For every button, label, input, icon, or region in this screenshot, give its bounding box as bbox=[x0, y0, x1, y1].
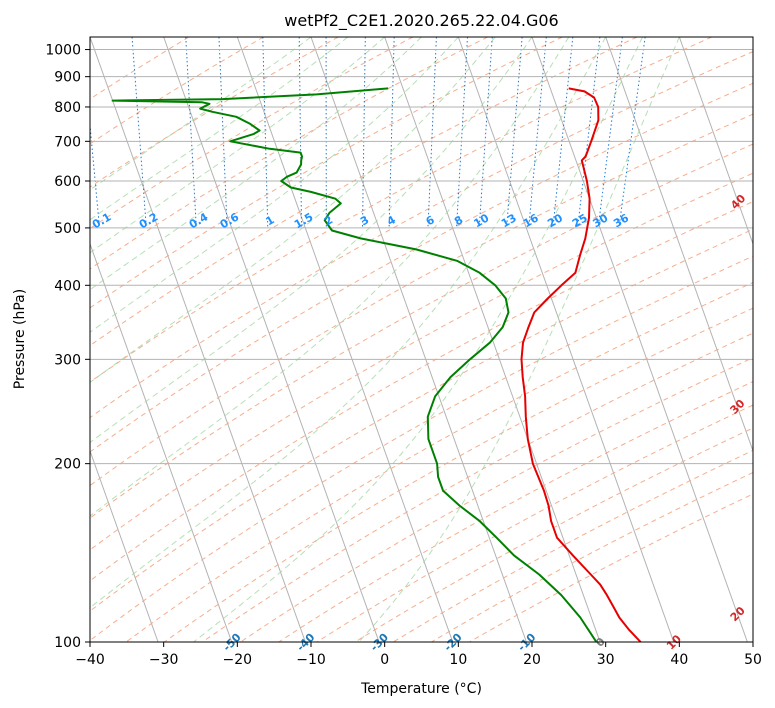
y-tick-label: 200 bbox=[54, 457, 81, 473]
mixing-ratio-line bbox=[577, 37, 601, 228]
mixing-ratio-line bbox=[218, 37, 228, 228]
moist-adiabat-line bbox=[193, 37, 643, 642]
dry-adiabat-line bbox=[90, 113, 753, 487]
dry-adiabat-line bbox=[240, 357, 753, 642]
moist-adiabat-line bbox=[90, 37, 570, 517]
dry-adiabat-line bbox=[90, 37, 264, 145]
dry-adiabat-line bbox=[90, 228, 753, 612]
line-labels: 0.10.20.40.611.52346810131620253036-100-… bbox=[90, 192, 748, 654]
dry-adiabat-line bbox=[90, 37, 488, 270]
y-tick-label: 700 bbox=[54, 134, 81, 150]
isotherm-line bbox=[163, 37, 380, 642]
dry-adiabat-line bbox=[90, 37, 414, 230]
mixing-ratio-label: 8 bbox=[452, 213, 465, 228]
isotherm-line bbox=[752, 37, 753, 39]
dewpoint-line bbox=[111, 87, 598, 642]
moist-adiabat-line bbox=[90, 37, 607, 609]
mixing-ratio-line bbox=[362, 37, 366, 228]
y-tick-label: 100 bbox=[54, 635, 81, 651]
dry-adiabat-line bbox=[164, 307, 753, 642]
dry-adiabat-line bbox=[90, 172, 753, 551]
moist-adiabat-line bbox=[90, 37, 312, 191]
temperature-line bbox=[520, 87, 642, 642]
moist-adiabat-line bbox=[90, 37, 533, 444]
moist-adiabat-line bbox=[90, 37, 386, 254]
dry-adiabat-line bbox=[278, 381, 753, 642]
x-tick-label: 50 bbox=[744, 652, 762, 668]
x-tick-label: 10 bbox=[449, 652, 467, 668]
y-tick-label: 400 bbox=[54, 278, 81, 294]
moist-adiabat-line bbox=[90, 37, 496, 383]
mixing-ratio-label: 3 bbox=[358, 213, 371, 228]
y-tick-label: 800 bbox=[54, 100, 81, 116]
plot-frame bbox=[89, 36, 754, 643]
isotherm-line bbox=[531, 37, 748, 642]
x-tick-label: −30 bbox=[149, 652, 179, 668]
dry-adiabat-line bbox=[431, 471, 753, 642]
mixing-ratio-line bbox=[618, 37, 646, 228]
dry-adiabat-line bbox=[90, 50, 753, 419]
mixing-ratio-line bbox=[131, 37, 147, 228]
mixing-ratio-line bbox=[478, 37, 493, 228]
mixing-ratio-line bbox=[185, 37, 197, 228]
dry-adiabat-line bbox=[90, 143, 753, 519]
isotherm-line bbox=[90, 449, 159, 642]
isotherm-line bbox=[678, 37, 753, 246]
y-axis-label: Pressure (hPa) bbox=[12, 289, 28, 389]
y-tick-label: 1000 bbox=[45, 43, 81, 59]
x-ticks: −40 −30 −20 −10 0 10 20 30 40 50 bbox=[75, 642, 762, 668]
moist-adiabat-line bbox=[90, 37, 422, 291]
isotherm-line bbox=[0, 37, 11, 642]
isotherm-line bbox=[457, 37, 675, 642]
dry-adiabat-line bbox=[202, 332, 753, 642]
isotherm-line bbox=[605, 37, 753, 453]
moist-adiabat-line bbox=[90, 37, 459, 333]
profile-series bbox=[111, 87, 642, 642]
y-tick-label: 600 bbox=[54, 174, 81, 190]
x-tick-label: 40 bbox=[670, 652, 688, 668]
mixing-ratio-line bbox=[597, 37, 623, 228]
dry-adiabat-line bbox=[392, 449, 753, 642]
x-tick-label: −20 bbox=[223, 652, 253, 668]
dry-adiabat-line bbox=[316, 404, 753, 642]
dry-adiabat-line bbox=[469, 493, 753, 642]
x-axis-label: Temperature (°C) bbox=[360, 681, 482, 697]
y-tick-label: 900 bbox=[54, 70, 81, 86]
x-tick-label: −10 bbox=[296, 652, 326, 668]
dry-adiabat-line bbox=[90, 37, 563, 309]
x-tick-label: −40 bbox=[75, 652, 105, 668]
dry-adiabat-line bbox=[90, 37, 190, 100]
x-tick-label: 20 bbox=[523, 652, 541, 668]
x-tick-label: 0 bbox=[380, 652, 389, 668]
mixing-ratio-line bbox=[427, 37, 437, 228]
dry-adiabat-line bbox=[90, 37, 712, 383]
pressure-grid bbox=[90, 49, 753, 642]
y-tick-label: 300 bbox=[54, 352, 81, 368]
y-ticks: 1000 900 800 700 600 500 400 300 200 100 bbox=[45, 43, 90, 651]
chart-title: wetPf2_C2E1.2020.265.22.04.G06 bbox=[284, 11, 558, 31]
isotherm-line bbox=[90, 242, 233, 642]
isotherm-line bbox=[90, 37, 306, 642]
dry-adiabat-line bbox=[90, 37, 339, 188]
background-lines bbox=[0, 37, 753, 642]
isotherm-label: 40 bbox=[728, 192, 748, 212]
mixing-ratio-line bbox=[456, 37, 469, 228]
x-tick-label: 30 bbox=[597, 652, 615, 668]
isotherm-label: 30 bbox=[728, 397, 748, 417]
mixing-ratio-line bbox=[298, 37, 303, 228]
isotherm-line bbox=[236, 37, 454, 642]
moist-adiabat-line bbox=[90, 37, 349, 221]
dry-adiabat-line bbox=[90, 82, 753, 453]
mixing-ratio-line bbox=[528, 37, 547, 228]
dry-adiabat-line bbox=[90, 200, 753, 582]
dry-adiabat-line bbox=[90, 37, 638, 347]
isotherm-label: 20 bbox=[728, 604, 748, 624]
y-tick-label: 500 bbox=[54, 221, 81, 237]
mixing-ratio-line bbox=[90, 120, 100, 228]
dry-adiabat-line bbox=[125, 281, 753, 642]
mixing-ratio-label: 2 bbox=[322, 213, 335, 228]
moist-adiabat-line bbox=[358, 37, 680, 642]
